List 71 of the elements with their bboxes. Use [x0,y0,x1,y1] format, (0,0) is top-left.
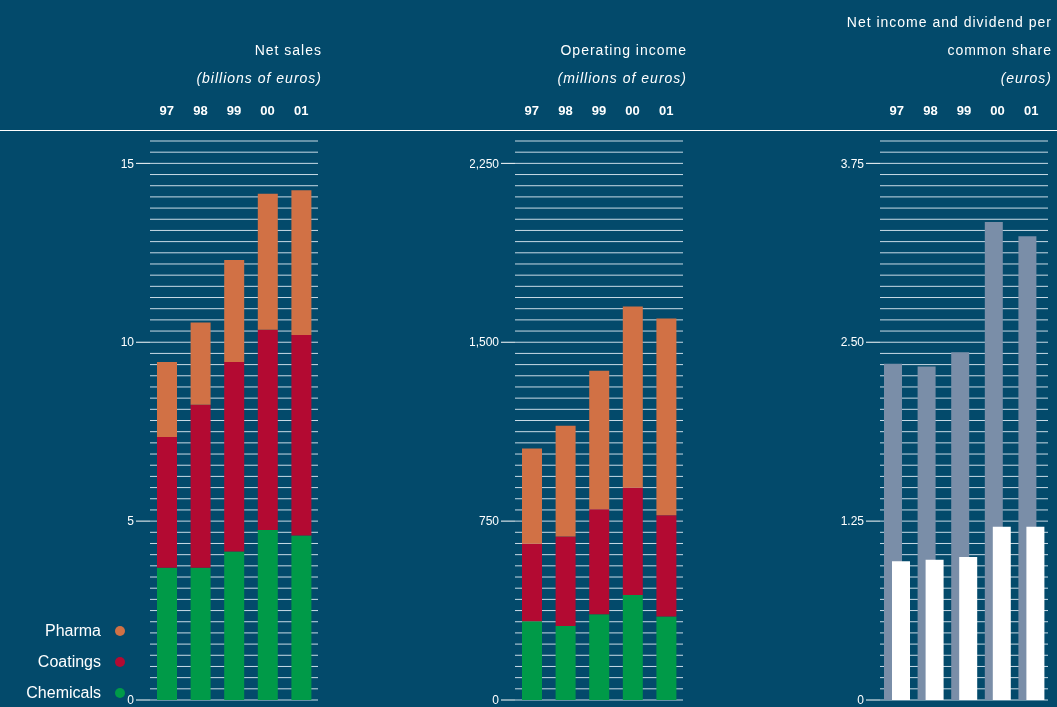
bar [224,259,245,362]
bar [656,318,677,516]
y-tick-label: 15 [120,156,135,171]
y-tick-label: 750 [478,514,500,529]
bar [522,543,542,622]
x-tick-label: 01 [293,103,309,118]
bar [555,536,576,627]
bar [555,626,576,700]
x-tick-label: 00 [990,103,1005,118]
x-tick-label: 00 [625,103,640,118]
x-tick-label: 97 [524,103,540,118]
bar [589,614,610,700]
x-tick-label: 98 [923,103,938,118]
legend-label: Pharma [44,621,101,640]
y-tick-label: 1.25 [840,514,865,529]
y-tick-label: 2.50 [840,335,865,350]
bar [224,361,245,552]
bar [959,556,978,700]
bar [589,370,610,510]
bar [291,335,312,536]
bar [656,616,677,700]
y-tick-label: 5 [127,514,135,529]
chart-title: Net income and dividend per common share [845,13,1052,60]
bar [224,551,245,700]
bar [291,535,312,700]
x-tick-label: 99 [591,103,607,118]
y-tick-label: 2,250 [468,156,500,171]
bar [589,509,610,615]
y-tick-label: 10 [120,335,135,350]
x-tick-label: 01 [1023,103,1039,118]
bar [190,322,211,405]
x-tick-label: 97 [159,103,175,118]
bar [622,487,643,596]
chart-subtitle: (euros) [1000,69,1052,88]
bar [157,567,177,700]
x-tick-label: 00 [260,103,275,118]
bar [925,559,944,700]
bar [291,190,312,336]
bar [892,561,910,700]
bar [622,306,643,488]
bar [622,595,643,700]
y-tick-label: 0 [857,693,865,707]
x-tick-label: 97 [889,103,905,118]
chart-subtitle: (millions of euros) [557,69,687,88]
x-tick-label: 98 [193,103,208,118]
y-tick-label: 1,500 [468,335,500,350]
bar [257,329,278,531]
legend-label: Coatings [37,652,101,671]
bar [157,437,177,568]
bar [992,526,1011,700]
bar [157,361,177,438]
chart-title: Operating income [559,41,687,60]
bar [522,621,542,700]
bar [257,193,278,330]
bar [1026,526,1045,700]
legend-label: Chemicals [26,683,101,702]
bar [190,567,211,700]
bar [522,448,542,544]
bar [257,530,278,700]
x-tick-label: 01 [658,103,674,118]
bar [555,425,576,537]
x-tick-label: 99 [956,103,972,118]
x-tick-label: 98 [558,103,573,118]
bar [190,404,211,568]
x-tick-label: 99 [226,103,242,118]
chart-subtitle: (billions of euros) [196,69,322,88]
y-tick-label: 0 [127,693,135,707]
y-tick-label: 3.75 [840,156,865,171]
bar [656,515,677,617]
y-tick-label: 0 [492,693,500,707]
chart-title: Net sales [253,41,322,60]
